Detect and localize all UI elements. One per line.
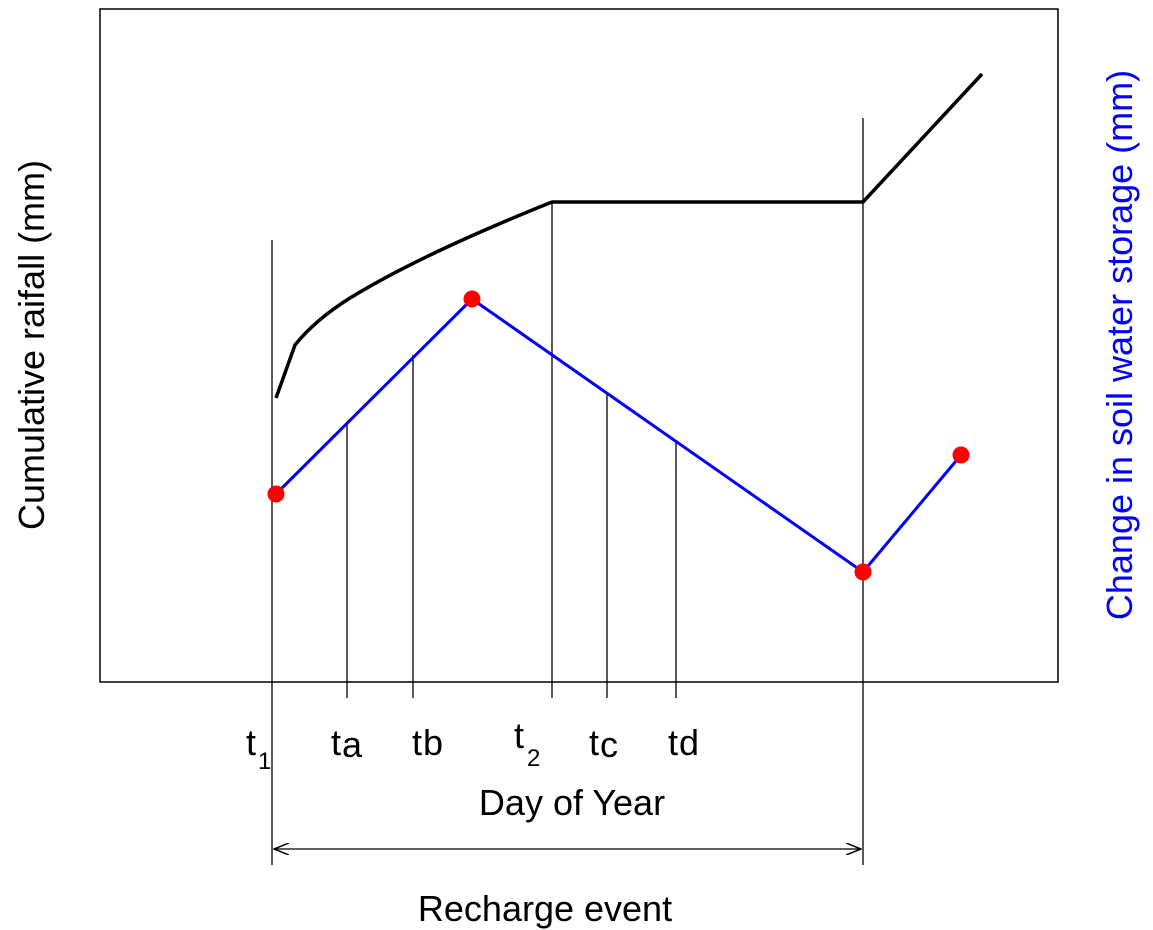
plot-frame: [99, 8, 1059, 683]
storage-point: [267, 485, 285, 503]
storage-point: [854, 563, 872, 581]
tb-label: tb: [412, 722, 443, 763]
cumulative-rainfall-curve: [274, 72, 984, 399]
recharge-event-label: Recharge event: [418, 888, 672, 929]
storage-point: [952, 446, 970, 464]
tc-label: tc: [589, 722, 618, 765]
t1-label: t1: [246, 722, 271, 775]
soil-water-storage-line: [274, 297, 963, 575]
y-right-axis-title: Change in soil water storage (mm): [1099, 70, 1140, 620]
t2-label: t2: [514, 715, 540, 772]
x-axis-title: Day of Year: [479, 782, 665, 823]
ta-label: ta: [331, 722, 363, 765]
td-label: td: [668, 722, 699, 763]
y-left-axis-title: Cumulative raifall (mm): [11, 160, 52, 530]
storage-point: [463, 290, 481, 308]
